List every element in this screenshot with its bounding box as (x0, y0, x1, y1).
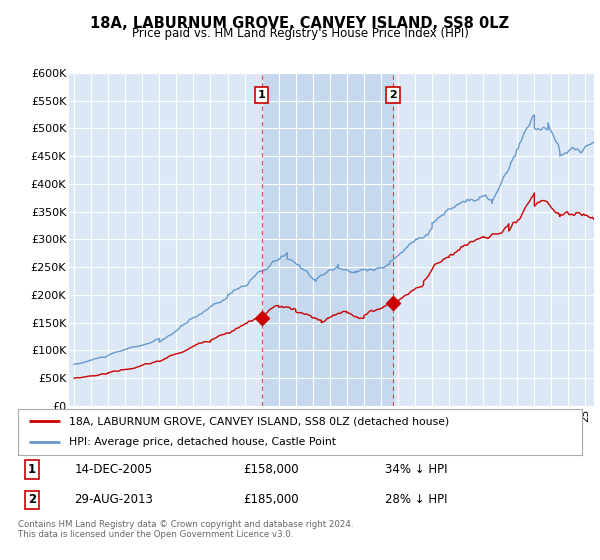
Text: HPI: Average price, detached house, Castle Point: HPI: Average price, detached house, Cast… (69, 437, 336, 447)
Text: 1: 1 (28, 463, 36, 476)
Text: 28% ↓ HPI: 28% ↓ HPI (385, 493, 447, 506)
Text: 2: 2 (28, 493, 36, 506)
Text: 29-AUG-2013: 29-AUG-2013 (74, 493, 153, 506)
Text: £185,000: £185,000 (244, 493, 299, 506)
Text: 18A, LABURNUM GROVE, CANVEY ISLAND, SS8 0LZ (detached house): 18A, LABURNUM GROVE, CANVEY ISLAND, SS8 … (69, 416, 449, 426)
Text: 14-DEC-2005: 14-DEC-2005 (74, 463, 152, 476)
Text: £158,000: £158,000 (244, 463, 299, 476)
Text: Price paid vs. HM Land Registry's House Price Index (HPI): Price paid vs. HM Land Registry's House … (131, 27, 469, 40)
Text: 34% ↓ HPI: 34% ↓ HPI (385, 463, 447, 476)
Bar (262, 73, 393, 406)
Text: Contains HM Land Registry data © Crown copyright and database right 2024.
This d: Contains HM Land Registry data © Crown c… (18, 520, 353, 539)
Text: 18A, LABURNUM GROVE, CANVEY ISLAND, SS8 0LZ: 18A, LABURNUM GROVE, CANVEY ISLAND, SS8 … (91, 16, 509, 31)
Text: 2: 2 (389, 90, 397, 100)
Text: 1: 1 (258, 90, 265, 100)
